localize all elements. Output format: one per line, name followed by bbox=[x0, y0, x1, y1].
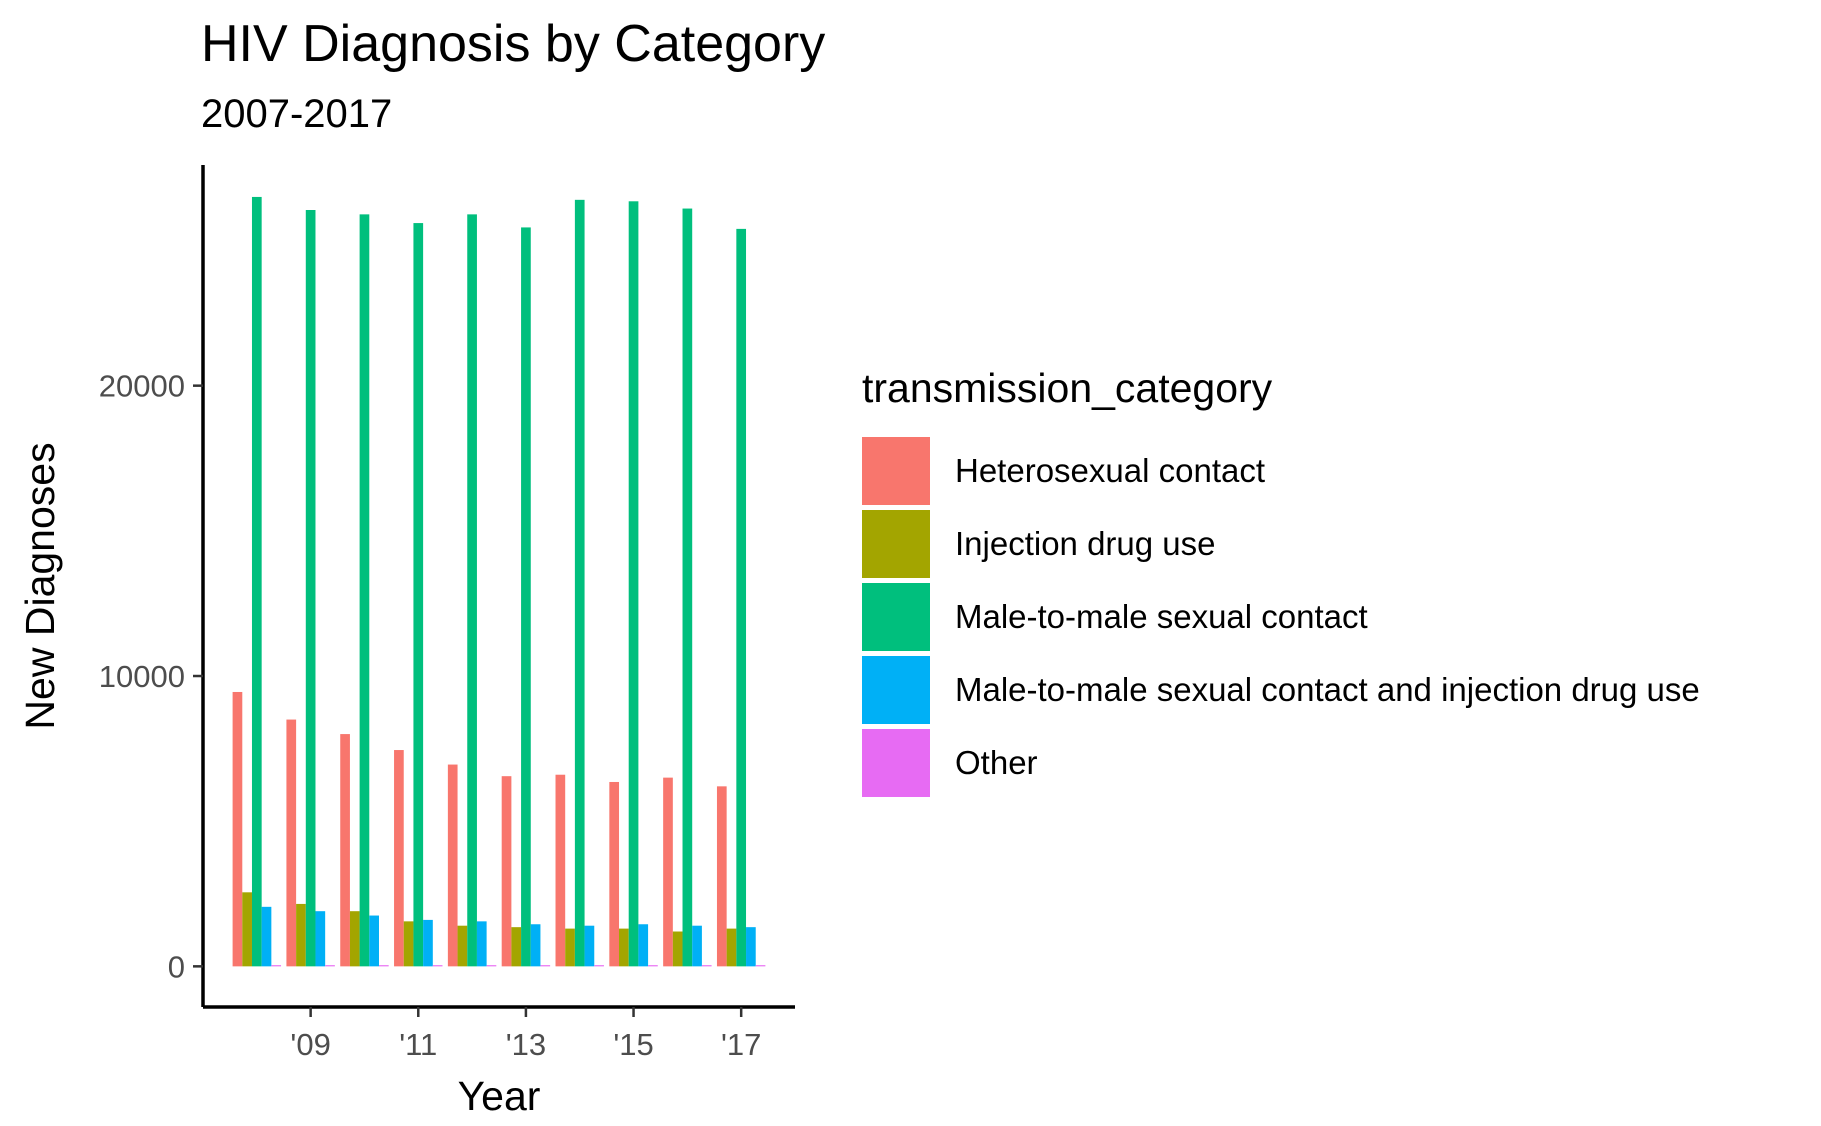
bar bbox=[242, 892, 252, 967]
bar bbox=[286, 719, 297, 967]
bar bbox=[476, 921, 487, 967]
legend-item: Male-to-male sexual contact bbox=[862, 580, 1700, 653]
bar bbox=[574, 199, 585, 967]
bar bbox=[271, 965, 282, 967]
bar bbox=[251, 196, 262, 967]
bar bbox=[692, 925, 702, 967]
bar bbox=[232, 691, 243, 967]
legend-key-swatch bbox=[862, 509, 930, 578]
bar bbox=[457, 925, 468, 967]
bar bbox=[501, 776, 512, 967]
x-tick-label: '13 bbox=[506, 1027, 546, 1062]
bar bbox=[701, 965, 712, 967]
bar bbox=[755, 965, 766, 967]
bar bbox=[369, 915, 379, 967]
bar bbox=[555, 774, 566, 967]
bar bbox=[736, 228, 747, 967]
x-tick-label: '17 bbox=[721, 1027, 761, 1062]
bar bbox=[540, 965, 551, 967]
bar bbox=[378, 965, 389, 967]
chart-subtitle: 2007-2017 bbox=[201, 92, 393, 136]
bar bbox=[682, 208, 693, 967]
legend-item: Injection drug use bbox=[862, 507, 1700, 580]
y-tick-label: 10000 bbox=[99, 659, 185, 694]
bar bbox=[349, 911, 360, 967]
bar bbox=[672, 931, 683, 967]
legend-label: Male-to-male sexual contact and injectio… bbox=[955, 670, 1700, 708]
bar bbox=[638, 924, 649, 967]
bar bbox=[486, 965, 497, 967]
bar bbox=[315, 911, 326, 967]
bar bbox=[296, 903, 306, 967]
legend-label: Other bbox=[955, 743, 1038, 781]
bar bbox=[359, 214, 370, 967]
bar bbox=[467, 214, 477, 967]
x-tick-label: '11 bbox=[399, 1027, 437, 1062]
bar bbox=[432, 965, 443, 967]
bar bbox=[394, 750, 404, 967]
bar bbox=[716, 786, 727, 967]
bar bbox=[726, 928, 737, 967]
bar bbox=[521, 227, 531, 967]
bar bbox=[447, 764, 458, 967]
legend-label: Male-to-male sexual contact bbox=[955, 597, 1368, 635]
bar bbox=[565, 928, 575, 967]
x-tick-label: '15 bbox=[613, 1027, 653, 1062]
y-tick-label: 20000 bbox=[99, 369, 185, 404]
legend-key-swatch bbox=[862, 436, 930, 505]
x-tick-label: '09 bbox=[290, 1027, 330, 1062]
legend-item: Heterosexual contact bbox=[862, 434, 1700, 507]
legend-key-swatch bbox=[862, 728, 930, 797]
bar bbox=[746, 927, 756, 967]
x-axis-title: Year bbox=[458, 1073, 541, 1119]
legend-item: Male-to-male sexual contact and injectio… bbox=[862, 653, 1700, 726]
bar bbox=[305, 210, 316, 967]
bar bbox=[340, 734, 350, 967]
bar bbox=[663, 777, 673, 967]
bar bbox=[511, 927, 522, 967]
bar bbox=[584, 925, 595, 967]
bar bbox=[628, 201, 639, 967]
bar bbox=[423, 919, 433, 967]
bar bbox=[325, 965, 335, 967]
bar bbox=[619, 928, 629, 967]
bar bbox=[648, 965, 658, 967]
y-tick-label: 0 bbox=[168, 949, 185, 984]
legend-key-swatch bbox=[862, 655, 930, 724]
legend-label: Heterosexual contact bbox=[955, 451, 1266, 489]
bar bbox=[261, 906, 272, 967]
legend: transmission_category Heterosexual conta… bbox=[862, 365, 1700, 799]
legend-label: Injection drug use bbox=[955, 524, 1216, 562]
y-axis-title: New Diagnoses bbox=[17, 442, 63, 729]
bar bbox=[530, 924, 541, 967]
chart-title: HIV Diagnosis by Category bbox=[201, 15, 826, 73]
bar bbox=[609, 781, 620, 967]
bar bbox=[413, 223, 424, 967]
bar bbox=[403, 921, 414, 967]
bar bbox=[594, 965, 604, 967]
legend-key-swatch bbox=[862, 582, 930, 651]
legend-item: Other bbox=[862, 726, 1700, 799]
legend-title: transmission_category bbox=[862, 365, 1273, 411]
